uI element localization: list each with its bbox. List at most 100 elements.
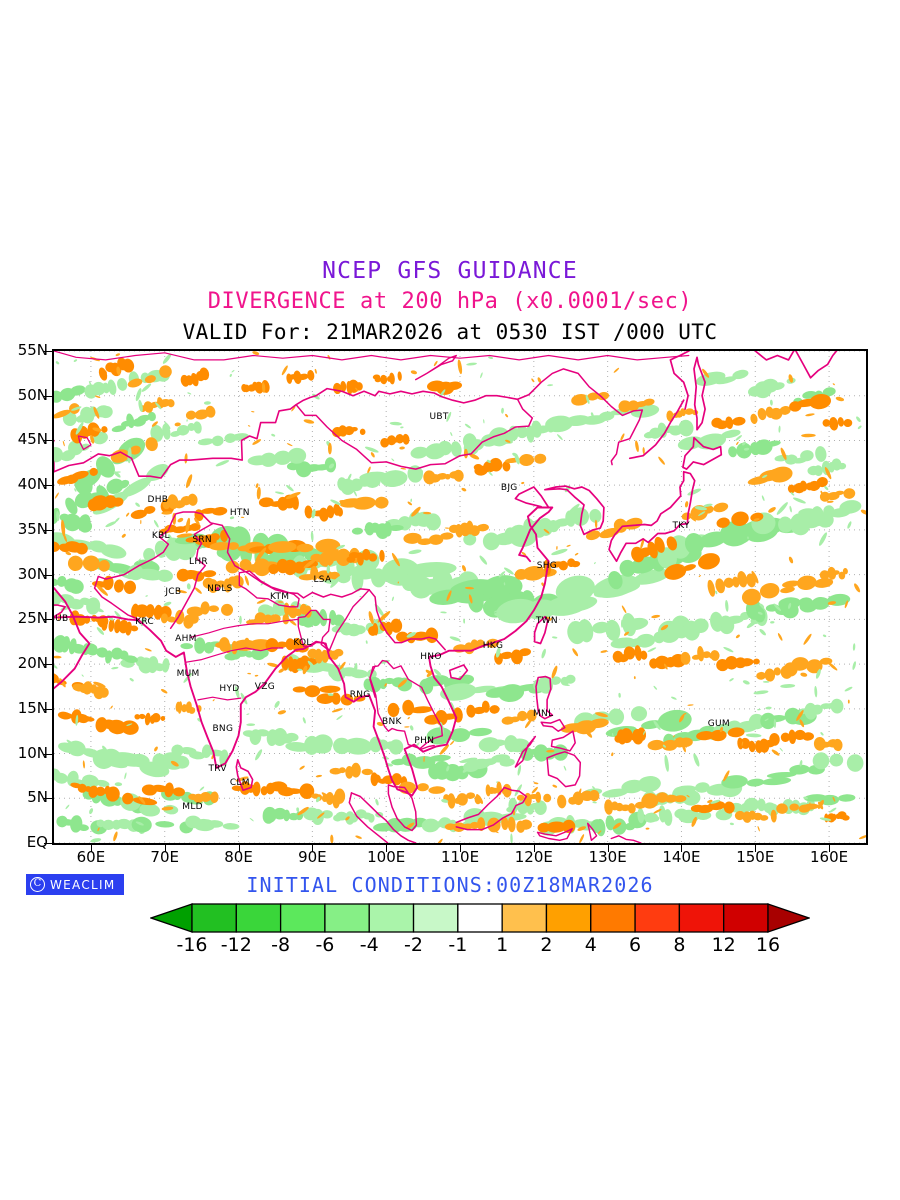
- y-tick-mark: [44, 529, 52, 531]
- city-label-shg: SHG: [536, 560, 558, 571]
- city-label-jcb: JCB: [165, 586, 182, 597]
- colorbar-tick-8: 8: [673, 934, 686, 956]
- city-label-twn: TWN: [535, 616, 558, 627]
- city-label-mnl: MNL: [532, 709, 554, 720]
- map-plot-area[interactable]: DHB KBL HTN SRN LHR JCB NDLS LSA KTM DUB KRC AHM KOL…: [52, 349, 868, 845]
- city-label-trv: TRV: [208, 763, 227, 774]
- colorbar-bin-1: [235, 903, 282, 933]
- y-tick-label-15n: 15N: [17, 698, 48, 717]
- colorbar-bin-4: [368, 903, 415, 933]
- x-tick-label-80e: 80E: [224, 848, 253, 866]
- weaclim-label: WEACLIM: [50, 877, 116, 892]
- y-tick-mark: [44, 574, 52, 576]
- colorbar-swatches: [150, 903, 810, 933]
- colorbar-bin-6: [457, 903, 503, 933]
- city-label-mld: MLD: [182, 802, 203, 813]
- valid-time-label: VALID For: 21MAR2026 at 0530 IST /000 UT…: [182, 320, 718, 344]
- colorbar: [150, 903, 810, 933]
- y-tick-label-35n: 35N: [17, 519, 48, 538]
- y-tick-label-eq: EQ: [26, 833, 48, 851]
- city-label-ubt: UBT: [429, 411, 449, 422]
- copyright-icon: C: [30, 877, 45, 892]
- x-tick-label-130e: 130E: [588, 848, 627, 866]
- colorbar-bin-11: [678, 903, 725, 933]
- x-tick-label-60e: 60E: [76, 848, 106, 866]
- city-label-gum: GUM: [707, 719, 730, 730]
- colorbar-tick-labels: -16 -12 -8 -6 -4 -2 -1 1 2 4 6 8 12 16: [0, 934, 900, 960]
- city-label-phn: PHN: [414, 736, 435, 747]
- y-tick-mark: [44, 843, 52, 844]
- colorbar-high-arrow: [767, 903, 810, 933]
- y-tick-mark: [44, 395, 52, 397]
- y-tick-label-5n: 5N: [27, 788, 48, 807]
- y-tick-mark: [44, 485, 52, 487]
- city-label-hkg: HKG: [482, 640, 504, 651]
- city-label-hno: HNO: [420, 652, 442, 663]
- city-label-ktm: KTM: [269, 592, 290, 603]
- city-label-rng: RNG: [349, 689, 371, 700]
- city-label-kbl: KBL: [151, 531, 170, 542]
- city-label-krc: KRC: [135, 617, 155, 628]
- y-tick-mark: [44, 440, 52, 442]
- colorbar-bin-12: [723, 903, 769, 933]
- city-label-dhb: DHB: [147, 494, 169, 505]
- x-tick-label-160e: 160E: [810, 848, 849, 866]
- divergence-field-canvas: [54, 351, 866, 843]
- coastlines-and-borders: [54, 351, 838, 843]
- y-tick-mark: [44, 664, 52, 666]
- colorbar-tick-neg2: -2: [404, 934, 423, 956]
- x-tick-label-100e: 100E: [367, 848, 406, 866]
- divergence-contours: [54, 351, 866, 843]
- colorbar-bin-9: [590, 903, 636, 933]
- x-tick-mark: [312, 845, 314, 852]
- city-label-ahm: AHM: [175, 634, 197, 645]
- weaclim-logo[interactable]: C WEACLIM: [26, 874, 124, 895]
- colorbar-bin-8: [545, 903, 592, 933]
- x-tick-mark: [533, 845, 535, 852]
- colorbar-tick-neg16: -16: [176, 934, 208, 956]
- y-tick-label-40n: 40N: [17, 475, 48, 494]
- x-tick-label-120e: 120E: [514, 848, 553, 866]
- colorbar-tick-neg1: -1: [448, 934, 468, 956]
- city-label-vzg: VZG: [254, 681, 275, 692]
- city-label-mum: MUM: [176, 669, 200, 680]
- city-label-lhr: LHR: [189, 557, 208, 568]
- y-tick-label-20n: 20N: [17, 654, 48, 673]
- y-tick-mark: [44, 708, 52, 710]
- colorbar-tick-neg8: -8: [271, 934, 291, 956]
- x-tick-mark: [755, 845, 757, 852]
- colorbar-bin-2: [279, 903, 326, 933]
- colorbar-tick-1: 1: [496, 934, 509, 956]
- x-tick-label-90e: 90E: [298, 848, 327, 866]
- page-title-subtitle: DIVERGENCE at 200 hPa (x0.0001/sec): [207, 289, 693, 314]
- x-tick-label-150e: 150E: [736, 848, 775, 866]
- y-tick-label-50n: 50N: [17, 385, 48, 404]
- colorbar-bin-0: [191, 903, 237, 933]
- city-label-hyd: HYD: [219, 684, 240, 695]
- colorbar-tick-neg4: -4: [359, 934, 379, 956]
- initial-conditions-label: INITIAL CONDITIONS:00Z18MAR2026: [246, 873, 654, 897]
- y-tick-label-55n: 55N: [17, 341, 48, 359]
- x-tick-mark: [386, 845, 388, 852]
- x-tick-mark: [681, 845, 683, 852]
- city-label-lsa: LSA: [313, 575, 332, 586]
- y-tick-label-30n: 30N: [17, 564, 48, 583]
- x-tick-mark: [607, 845, 609, 852]
- colorbar-tick-16: 16: [755, 934, 781, 956]
- city-label-clm: CLM: [229, 778, 250, 789]
- y-tick-label-45n: 45N: [17, 430, 48, 449]
- y-tick-mark: [44, 351, 52, 352]
- colorbar-tick-12: 12: [711, 934, 736, 956]
- colorbar-bin-10: [634, 903, 681, 933]
- x-tick-label-70e: 70E: [150, 848, 179, 866]
- colorbar-tick-6: 6: [629, 934, 642, 956]
- x-tick-mark: [460, 845, 461, 852]
- y-tick-label-10n: 10N: [17, 743, 48, 762]
- colorbar-tick-2: 2: [540, 934, 553, 956]
- x-tick-label-140e: 140E: [662, 848, 701, 866]
- city-label-kol: KOL: [293, 637, 312, 648]
- y-tick-mark: [44, 619, 52, 621]
- y-tick-mark: [44, 753, 52, 755]
- page-title-main: NCEP GFS GUIDANCE: [322, 258, 578, 284]
- colorbar-tick-neg12: -12: [220, 934, 252, 956]
